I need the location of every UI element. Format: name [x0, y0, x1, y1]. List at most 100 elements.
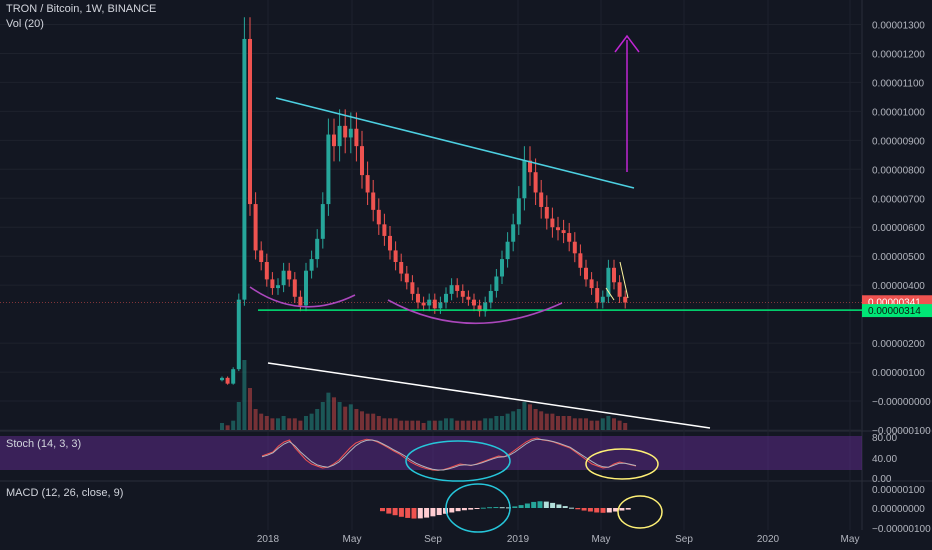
stoch-line [261, 438, 637, 471]
candle-body [298, 296, 303, 306]
macd-histogram-bar [424, 508, 430, 518]
candle-body [259, 250, 264, 262]
candle-body [595, 288, 600, 303]
volume-bar [376, 416, 381, 430]
stoch-band [0, 436, 862, 470]
volume-bar [623, 423, 628, 430]
volume-bar [561, 416, 566, 430]
candle-body [393, 250, 398, 262]
volume-bar [309, 413, 314, 430]
x-tick-label: 2018 [257, 534, 280, 545]
x-tick-label: May [841, 534, 860, 545]
candle-body [589, 279, 594, 289]
volume-bar [304, 416, 308, 430]
candle-body [544, 206, 549, 219]
y-tick-label: 0.00001200 [872, 49, 925, 60]
candle-body [231, 369, 236, 384]
volume-bar [494, 416, 499, 430]
volume-bar [399, 420, 404, 430]
candle-body [550, 218, 555, 228]
volume-bar [617, 420, 622, 430]
candle-body [354, 128, 359, 147]
volume-bar [354, 409, 359, 430]
candle-body [287, 270, 292, 280]
stoch-indicator-label: Stoch (14, 3, 3) [6, 438, 82, 450]
volume-bar [236, 402, 241, 430]
macd-histogram-bar [411, 508, 417, 519]
candle-body [360, 146, 364, 176]
x-tick-label: Sep [424, 534, 442, 545]
macd-histogram-bar [449, 508, 455, 513]
volume-bar [444, 418, 448, 430]
candle-body [236, 299, 241, 370]
candle-body [365, 175, 370, 193]
candle-body [600, 296, 605, 303]
candle-body [460, 290, 465, 297]
candle-body [264, 262, 269, 280]
y-tick-label: 0.00000800 [872, 165, 925, 176]
volume-bar [427, 420, 432, 430]
y-tick-label: −0.00000000 [872, 397, 931, 408]
volume-bar [511, 411, 516, 430]
candle-body [270, 279, 275, 289]
candle-body [556, 227, 560, 231]
y-tick-label: −0.00000100 [872, 426, 931, 437]
volume-bar [416, 420, 420, 430]
x-tick-label: 2020 [757, 534, 780, 545]
volume-bar [410, 420, 415, 430]
volume-bar [500, 416, 504, 430]
volume-bar [360, 411, 364, 430]
volume-bar [315, 409, 320, 430]
stoch-tick-label: 80.00 [872, 433, 897, 444]
volume-bar [225, 425, 230, 430]
volume-bar [460, 420, 465, 430]
volume-bar [516, 409, 521, 430]
candle-body [578, 253, 583, 268]
cup-shape-left [249, 286, 356, 308]
macd-histogram-bar [575, 508, 581, 510]
macd-histogram-bar [606, 508, 612, 513]
volume-bar [455, 420, 460, 430]
candle-body [388, 235, 392, 251]
volume-bar [348, 404, 353, 430]
volume-bar [220, 423, 224, 430]
candle-body [220, 377, 224, 381]
volume-bar [343, 406, 348, 430]
candle-body [416, 293, 420, 303]
candle-body [410, 282, 415, 294]
y-tick-label: 0.00000600 [872, 223, 925, 234]
volume-bar [488, 418, 493, 430]
y-tick-label: 0.00000900 [872, 136, 925, 147]
volume-bar [589, 420, 594, 430]
candle-body [500, 259, 504, 277]
macd-histogram-bar [531, 501, 537, 508]
volume-bar [528, 404, 532, 430]
note-mark [605, 287, 615, 301]
candle-body [466, 296, 471, 300]
candle-body [292, 279, 297, 297]
macd-histogram-bar [474, 508, 480, 509]
volume-bar [556, 416, 560, 430]
macd-histogram-bar [613, 508, 619, 512]
candle-body [432, 299, 437, 309]
macd-histogram-bar [556, 504, 562, 508]
candle-body [320, 204, 325, 239]
candle-body [617, 282, 622, 297]
candle-body [326, 134, 331, 205]
volume-bar [421, 423, 426, 430]
candle-body [623, 296, 628, 303]
x-tick-label: May [592, 534, 611, 545]
candle-body [371, 192, 376, 210]
candle-body [539, 192, 544, 207]
macd-indicator-label: MACD (12, 26, close, 9) [6, 487, 124, 499]
y-tick-label: 0.00000100 [872, 368, 925, 379]
candle-body [567, 233, 572, 242]
candle-body [449, 285, 454, 294]
volume-bar [477, 420, 482, 430]
candle-body [248, 38, 252, 205]
volume-bar [264, 416, 269, 430]
volume-bar [270, 418, 275, 430]
volume-bar [567, 416, 572, 430]
macd-highlight-cyan [445, 483, 511, 533]
